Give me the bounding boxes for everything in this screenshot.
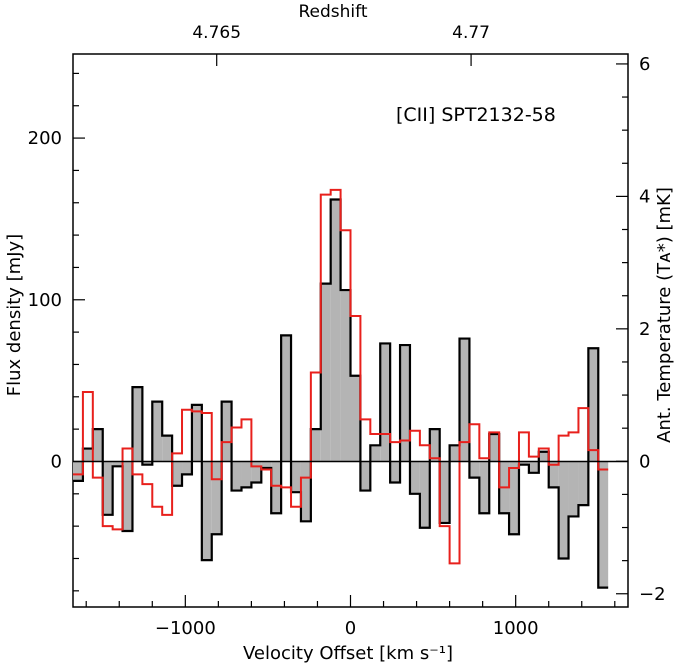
- top-axis-label: Redshift: [298, 2, 367, 22]
- flux-bar: [251, 461, 262, 483]
- flux-bar: [439, 461, 450, 523]
- y-tick-label: 0: [51, 451, 62, 472]
- flux-bar: [132, 387, 143, 462]
- flux-bar: [578, 461, 589, 506]
- flux-series-group: [73, 198, 609, 589]
- top-tick-label: 4.77: [452, 23, 490, 43]
- flux-bar: [588, 348, 599, 462]
- x-axis-label: Velocity Offset [km s⁻¹]: [243, 643, 453, 664]
- flux-bar: [102, 461, 113, 515]
- flux-bar: [172, 461, 183, 486]
- y-tick-label: 100: [28, 290, 62, 311]
- top-tick-label: 4.765: [192, 23, 241, 43]
- flux-bar: [300, 461, 311, 522]
- flux-bar: [191, 404, 202, 462]
- flux-bar: [92, 429, 103, 462]
- flux-bar: [598, 461, 609, 588]
- flux-bar: [271, 461, 282, 514]
- flux-bar: [568, 461, 579, 517]
- flux-bar: [449, 445, 460, 462]
- flux-bar: [73, 461, 83, 481]
- y2-tick-label: 0: [639, 451, 650, 472]
- y2-axis-label: Ant. Temperature (Tᴀ*) [mK]: [654, 187, 675, 443]
- flux-bar: [509, 461, 519, 535]
- axis-ticks: [73, 54, 628, 607]
- flux-bar: [241, 461, 252, 488]
- y-tick-label: 200: [28, 128, 62, 149]
- flux-bar: [82, 448, 93, 462]
- x-tick-label: 0: [345, 618, 356, 639]
- flux-bar: [221, 401, 232, 462]
- flux-bar: [330, 199, 341, 462]
- flux-outline: [73, 198, 609, 589]
- flux-bar: [291, 461, 301, 493]
- flux-bar: [281, 335, 292, 462]
- flux-bar: [320, 283, 331, 462]
- flux-bar: [231, 461, 242, 491]
- flux-bar: [528, 461, 539, 473]
- x-tick-label: −1000: [155, 618, 216, 639]
- temperature-series-group: [73, 188, 609, 565]
- flux-bar: [409, 461, 420, 494]
- flux-bar: [459, 338, 470, 462]
- plot-area: [72, 53, 629, 608]
- flux-bar: [538, 451, 549, 462]
- flux-bar: [152, 401, 163, 462]
- x-tick-label: 1000: [493, 618, 539, 639]
- y2-tick-label: 2: [639, 319, 650, 340]
- flux-bar: [310, 429, 321, 462]
- y2-tick-label: −2: [639, 584, 666, 605]
- temperature-line: [73, 188, 609, 565]
- y2-tick-label: 6: [639, 54, 650, 75]
- flux-bar: [469, 461, 480, 478]
- flux-bar: [380, 343, 391, 462]
- plot-title: [CII] SPT2132-58: [396, 104, 556, 126]
- flux-bar: [548, 461, 559, 488]
- flux-bar: [390, 461, 401, 483]
- flux-bar: [419, 461, 430, 528]
- flux-bar: [211, 461, 222, 535]
- flux-bar: [479, 461, 490, 514]
- flux-bar: [112, 461, 123, 467]
- flux-bar: [182, 461, 192, 475]
- flux-bar: [518, 461, 529, 465]
- flux-bar: [340, 290, 351, 462]
- flux-bar: [489, 433, 500, 462]
- flux-bar: [558, 461, 569, 559]
- flux-bar: [122, 461, 133, 532]
- flux-bar: [370, 445, 381, 462]
- flux-bar: [429, 429, 440, 462]
- flux-bar: [261, 461, 272, 468]
- flux-bar: [350, 375, 361, 462]
- y-axis-label: Flux density [mJy]: [4, 234, 25, 396]
- y2-tick-label: 4: [639, 186, 650, 207]
- flux-bar: [400, 345, 410, 462]
- flux-bar: [142, 461, 153, 465]
- flux-bar: [162, 435, 173, 462]
- flux-bar: [360, 461, 371, 491]
- flux-bar: [201, 461, 212, 561]
